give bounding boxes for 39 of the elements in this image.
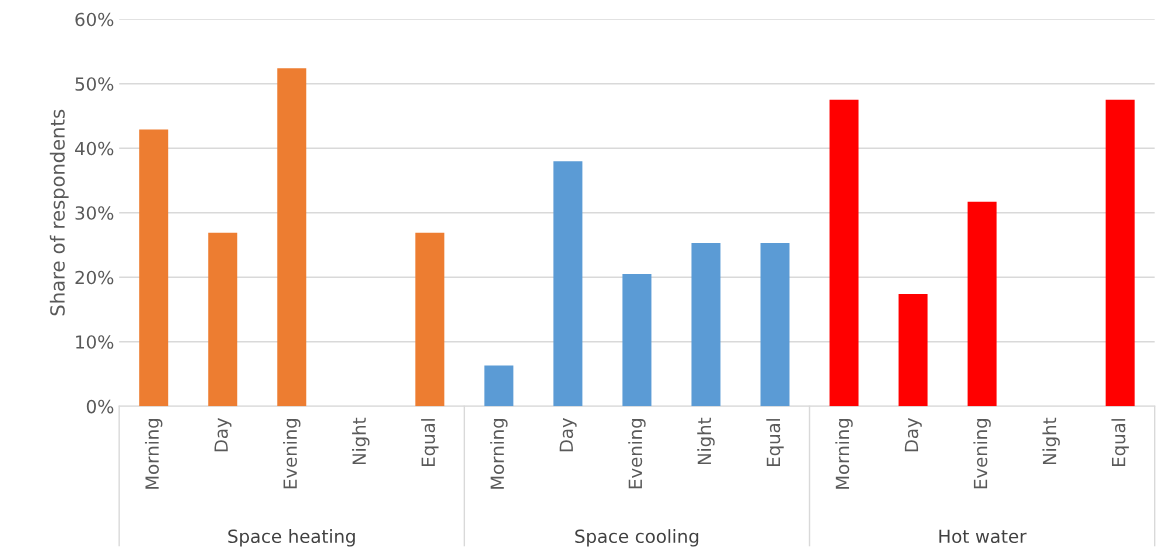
text: Space heating: [228, 529, 355, 547]
text: Hot water: [939, 529, 1027, 544]
bar: [484, 365, 514, 407]
bar: [553, 161, 583, 407]
bar: [277, 68, 307, 407]
bar: [691, 243, 721, 407]
x-tick-label: Morning: [490, 419, 508, 489]
x-tick-label: Day: [559, 417, 577, 452]
x-tick-label: Morning: [144, 419, 163, 489]
x-tick-label: Evening: [283, 419, 301, 489]
x-tick-label: Evening: [628, 419, 646, 489]
x-tick-label: Day: [904, 417, 922, 452]
bar: [415, 232, 445, 407]
y-tick-label: 20%: [75, 270, 114, 285]
x-tick-label: Evening: [973, 419, 991, 489]
x-tick-label: Equal: [421, 419, 439, 466]
y-axis-title: Share of respondents: [49, 109, 69, 316]
bar: [139, 129, 169, 407]
y-tick-label: 0%: [86, 399, 114, 414]
text: Space cooling: [575, 529, 699, 547]
bar: [898, 294, 928, 407]
y-tick-label: 30%: [75, 206, 114, 220]
x-tick-label: Night: [1042, 417, 1060, 465]
y-tick-label: 40%: [75, 141, 114, 156]
y-tick-label: 50%: [75, 77, 114, 91]
bar: [760, 243, 790, 407]
bar: [829, 99, 859, 407]
x-tick-label: Night: [352, 417, 370, 465]
x-tick-label: Equal: [766, 419, 784, 466]
y-tick-label: 60%: [75, 12, 114, 27]
bar: [1105, 99, 1135, 407]
x-tick-label: Equal: [1111, 419, 1129, 466]
bar: [208, 232, 238, 407]
x-tick-label: Day: [214, 417, 232, 452]
x-tick-label: Morning: [835, 419, 853, 489]
bar: [967, 201, 997, 407]
y-tick-label: 10%: [76, 335, 114, 349]
bar: [622, 274, 652, 407]
x-tick-label: Night: [697, 417, 715, 465]
